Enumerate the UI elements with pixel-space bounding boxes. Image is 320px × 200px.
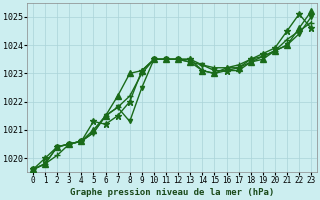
X-axis label: Graphe pression niveau de la mer (hPa): Graphe pression niveau de la mer (hPa) xyxy=(70,188,274,197)
